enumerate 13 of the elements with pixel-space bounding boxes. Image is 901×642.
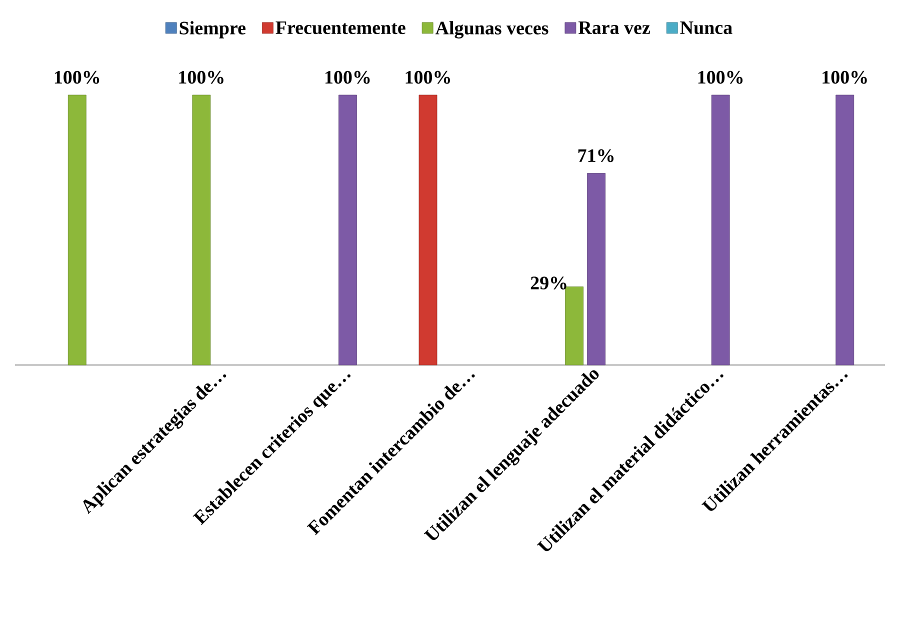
legend-label: Rara vez	[578, 21, 650, 34]
legend-label: Nunca	[680, 21, 732, 34]
legend-label: Frecuentemente	[276, 21, 406, 34]
data-label: 100%	[54, 70, 100, 84]
legend-label: Siempre	[180, 21, 246, 38]
data-label: 100%	[698, 70, 743, 84]
legend-label: Algunas veces	[435, 21, 548, 38]
data-label: 100%	[179, 70, 224, 84]
data-label: 71%	[578, 149, 614, 162]
data-label: 29%	[530, 276, 566, 290]
data-label: 100%	[406, 70, 450, 84]
data-label: 100%	[325, 70, 370, 84]
data-label: 100%	[822, 70, 867, 84]
